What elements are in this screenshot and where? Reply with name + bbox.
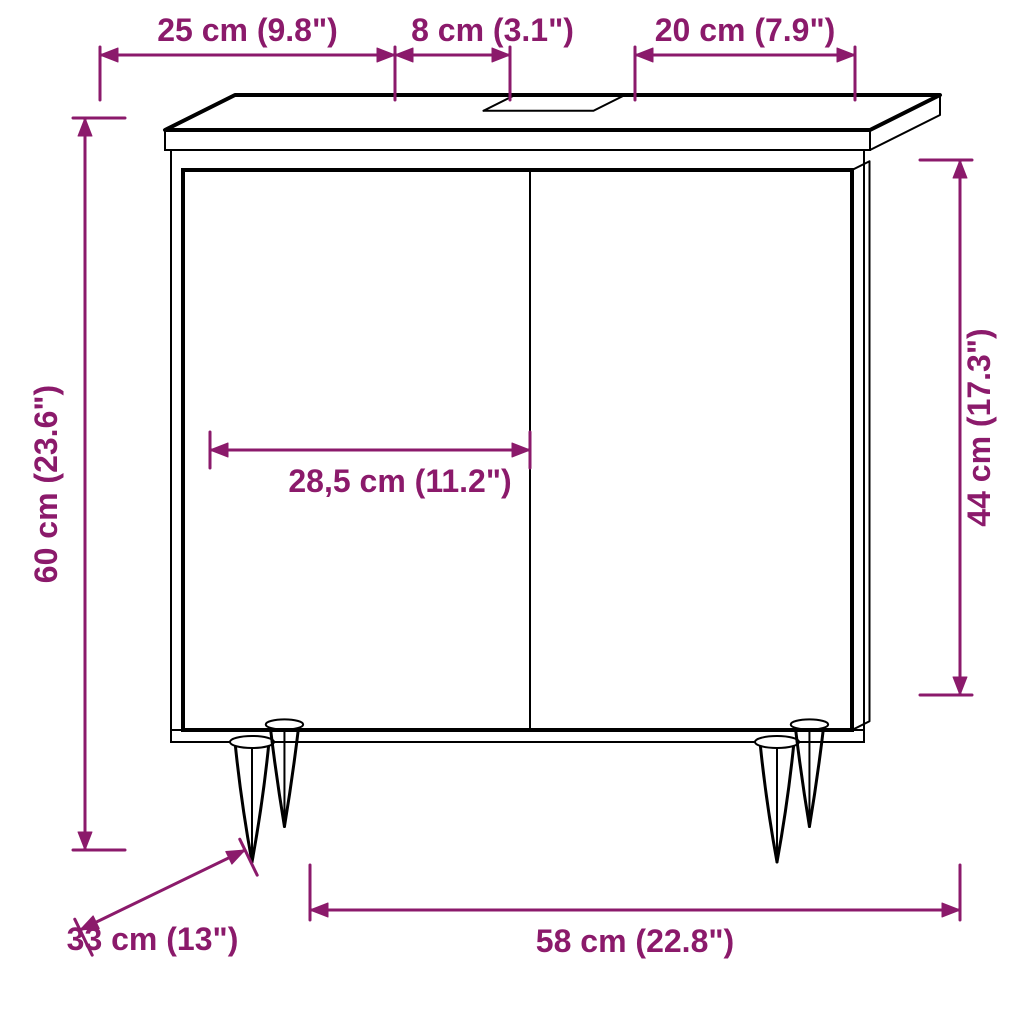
svg-text:44 cm (17.3"): 44 cm (17.3") [961, 328, 997, 526]
svg-text:58 cm (22.8"): 58 cm (22.8") [536, 923, 734, 959]
svg-text:60 cm (23.6"): 60 cm (23.6") [28, 385, 64, 583]
cabinet-drawing [165, 95, 940, 862]
svg-text:25 cm (9.8"): 25 cm (9.8") [157, 12, 338, 48]
svg-text:20 cm (7.9"): 20 cm (7.9") [655, 12, 836, 48]
svg-text:28,5 cm (11.2"): 28,5 cm (11.2") [288, 463, 511, 499]
svg-text:8 cm (3.1"): 8 cm (3.1") [411, 12, 574, 48]
